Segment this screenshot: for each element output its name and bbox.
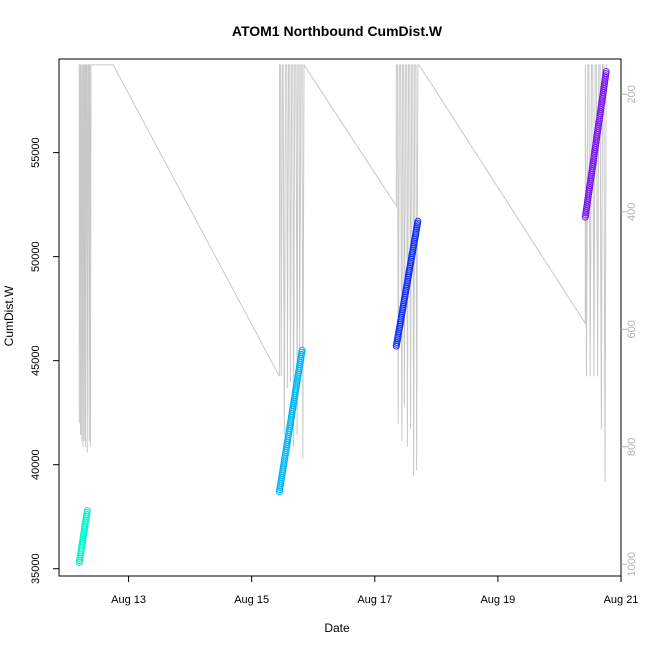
y2-tick-label: 600: [626, 320, 638, 338]
points-layer: [75, 68, 610, 566]
y2-tick-label: 400: [626, 203, 638, 221]
y2-tick-label: 1000: [626, 552, 638, 576]
plot-border: [58, 58, 622, 577]
x-axis-label: Date: [324, 621, 350, 635]
series-4: [581, 68, 610, 221]
y-tick-label: 50000: [30, 241, 42, 272]
y-tick-label: 55000: [30, 137, 42, 168]
y-axis-label: CumDist.W: [2, 285, 16, 346]
x-axis: Aug 13 Aug 15 Aug 17 Aug 19 Aug 21: [111, 576, 638, 606]
y-tick-label: 40000: [30, 449, 42, 480]
y2-tick-label: 800: [626, 438, 638, 456]
series-2: [275, 346, 306, 496]
y-tick-label: 35000: [30, 553, 42, 584]
chart-title: ATOM1 Northbound CumDist.W: [232, 23, 443, 39]
data-point: [602, 68, 610, 75]
secondary-line: [78, 63, 608, 483]
x-tick-label: Aug 19: [480, 594, 515, 606]
data-point: [298, 346, 306, 354]
data-point: [414, 217, 422, 225]
data-point: [83, 507, 91, 514]
x-tick-label: Aug 15: [234, 594, 269, 606]
series-1: [75, 507, 91, 566]
secondary-line-layer: [78, 63, 608, 483]
series-3: [392, 217, 422, 350]
y-axis-right: 200 400 600 800 1000: [621, 85, 638, 576]
x-tick-label: Aug 17: [357, 594, 392, 606]
y-axis: 35000 40000 45000 50000 55000: [30, 137, 59, 584]
y-tick-label: 45000: [30, 345, 42, 376]
y2-tick-label: 200: [626, 85, 638, 103]
x-tick-label: Aug 21: [604, 594, 639, 606]
x-tick-label: Aug 13: [111, 594, 146, 606]
